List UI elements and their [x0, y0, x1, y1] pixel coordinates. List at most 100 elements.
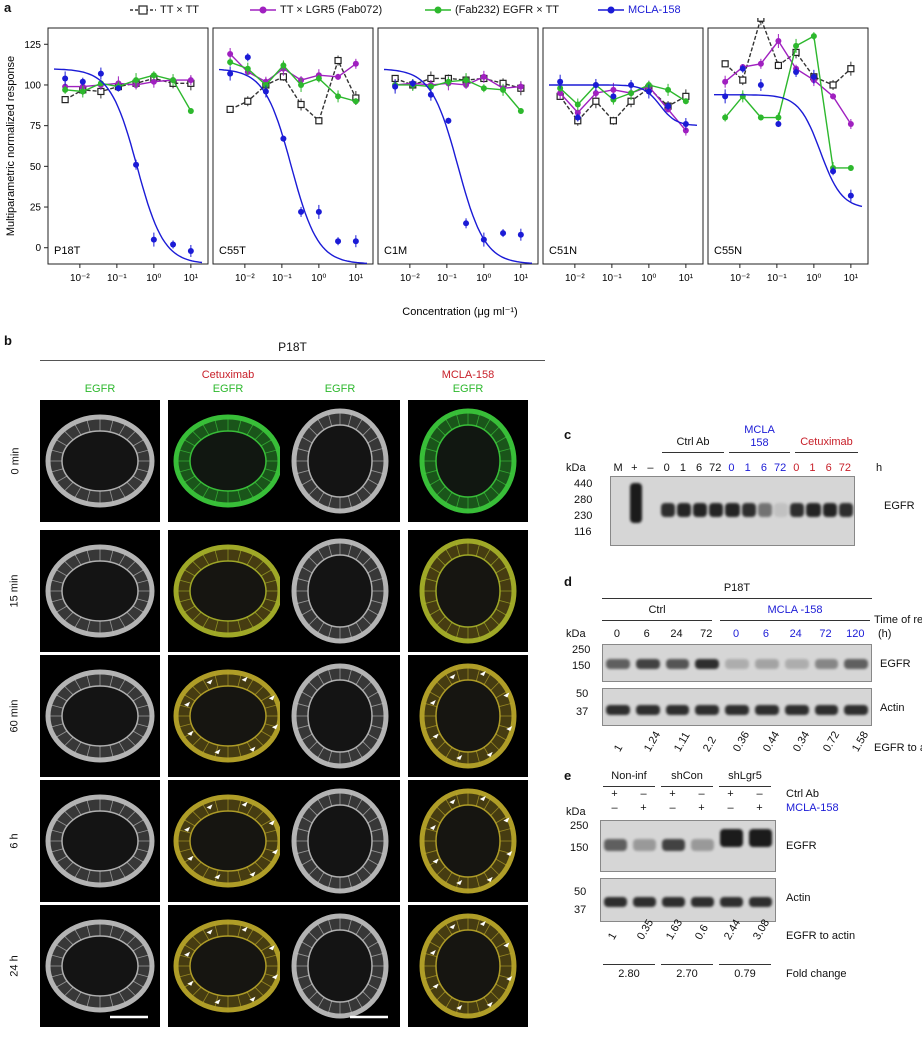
fit-curve-mcla158: [53, 68, 203, 264]
ratio-value: 0.44: [761, 729, 783, 754]
blot-band: [755, 705, 779, 715]
micrograph-r2-c3: [280, 530, 400, 652]
blot-band: [720, 897, 743, 907]
series-line: [229, 61, 357, 102]
subplot-name: C55T: [219, 245, 246, 257]
data-point: [352, 98, 359, 105]
lane-label: 0: [793, 462, 800, 474]
data-point: [297, 100, 305, 109]
sign: +: [698, 802, 705, 814]
micrograph-r5-c1: [40, 905, 160, 1027]
series-line: [229, 58, 357, 123]
blot-band: [844, 659, 869, 669]
fold-value: 2.70: [676, 968, 698, 980]
panel-label-c: c: [564, 427, 572, 442]
column-label-1: EGFR: [40, 368, 160, 396]
data-point: [557, 90, 564, 97]
data-point: [133, 77, 140, 84]
x-tick-label: 10⁰: [476, 273, 491, 284]
blot-band: [691, 897, 714, 907]
data-point: [187, 108, 194, 115]
data-point: [315, 117, 323, 125]
panel-e-blot: Non-inf shCon shLgr5 + – + – + – – + – + – + Ctrl Ab MCL…: [560, 770, 922, 1039]
data-point: [517, 231, 524, 238]
data-point: [574, 101, 581, 108]
data-point: [574, 109, 581, 116]
data-point: [150, 78, 157, 85]
blot-band: [790, 503, 805, 517]
blot-membrane: [602, 644, 873, 682]
legend-marker-blue: [598, 6, 624, 14]
data-point: [62, 86, 69, 93]
data-point: [739, 65, 746, 72]
data-point: [150, 236, 157, 243]
blot-band: [709, 503, 724, 517]
plot-frame: [707, 27, 869, 265]
x-tick-label: 10⁻²: [70, 273, 90, 284]
data-point: [610, 86, 617, 93]
data-point: [557, 78, 564, 85]
x-tick-label: 10⁰: [641, 273, 656, 284]
chart-legend: TT × TT TT × LGR5 (Fab072) (Fab232) EGFR…: [130, 4, 910, 22]
data-point: [244, 97, 252, 105]
sign: –: [640, 788, 647, 800]
blot-band: [725, 503, 740, 517]
blot-membrane: [600, 820, 776, 872]
column-label-4: MCLA-158 EGFR: [408, 368, 528, 396]
marker-label: 150: [570, 842, 589, 854]
micrograph-r2-c1: [40, 530, 160, 652]
data-point: [226, 105, 234, 113]
data-point: [830, 93, 837, 100]
micrograph-r2-c4: [408, 530, 528, 652]
marker-label: 150: [572, 660, 591, 672]
group-rule: [661, 786, 713, 787]
sign: +: [640, 802, 647, 814]
data-point: [830, 168, 837, 175]
series-line: [65, 79, 191, 88]
blot-membrane: [600, 878, 776, 922]
data-point: [187, 247, 194, 254]
column-label-red: MCLA-158: [441, 369, 495, 381]
blot-band: [741, 503, 756, 517]
blot-band: [784, 659, 809, 669]
panel-label-a: a: [4, 0, 12, 15]
data-point: [810, 73, 817, 80]
fit-curve-mcla158: [549, 84, 698, 126]
time-label: Time of recovery: [874, 614, 922, 626]
x-tick-label: 10⁻²: [400, 273, 420, 284]
group-rule: [602, 598, 872, 599]
series-line: [724, 35, 851, 169]
legend-marker-purple: [250, 6, 276, 14]
legend-marker-green: [425, 6, 451, 14]
x-tick-label: 10⁻²: [565, 273, 585, 284]
panel-b-title: P18T: [278, 340, 307, 354]
subplot-name: C51N: [549, 245, 577, 257]
data-point: [463, 77, 470, 84]
marker-label: 37: [576, 706, 589, 718]
lane-label: 6: [696, 462, 703, 474]
y-tick-label: 25: [30, 203, 42, 214]
blot-band: [604, 839, 627, 851]
micrograph-r3-c1: [40, 655, 160, 777]
group-label: Ctrl: [648, 604, 666, 616]
data-point: [352, 60, 359, 67]
fit-curve-mcla158: [383, 68, 533, 264]
row-label-text: 0 min: [9, 447, 21, 475]
x-tick-label: 10¹: [349, 273, 364, 284]
sign: –: [611, 802, 618, 814]
data-point: [334, 56, 342, 65]
micrograph-r3-c2: [168, 655, 288, 777]
x-axis-label: Concentration (μg ml⁻¹): [402, 306, 517, 318]
subplot-c1m: 10⁻² 10⁻¹ 10⁰ 10¹ C1M: [377, 27, 539, 284]
micrograph-r5-c2: [168, 905, 288, 1027]
lane-label: 1: [744, 462, 751, 474]
group-label: Non-inf: [611, 770, 647, 782]
blot-band: [755, 659, 779, 669]
data-point: [480, 85, 487, 92]
micrograph-r4-c1: [40, 780, 160, 902]
ratio-label: EGFR to actin: [786, 930, 856, 942]
lane-label: 1: [809, 462, 816, 474]
x-tick-label: 10⁻¹: [272, 273, 292, 284]
data-point: [793, 42, 800, 49]
ratio-value: 0.36: [731, 729, 753, 754]
